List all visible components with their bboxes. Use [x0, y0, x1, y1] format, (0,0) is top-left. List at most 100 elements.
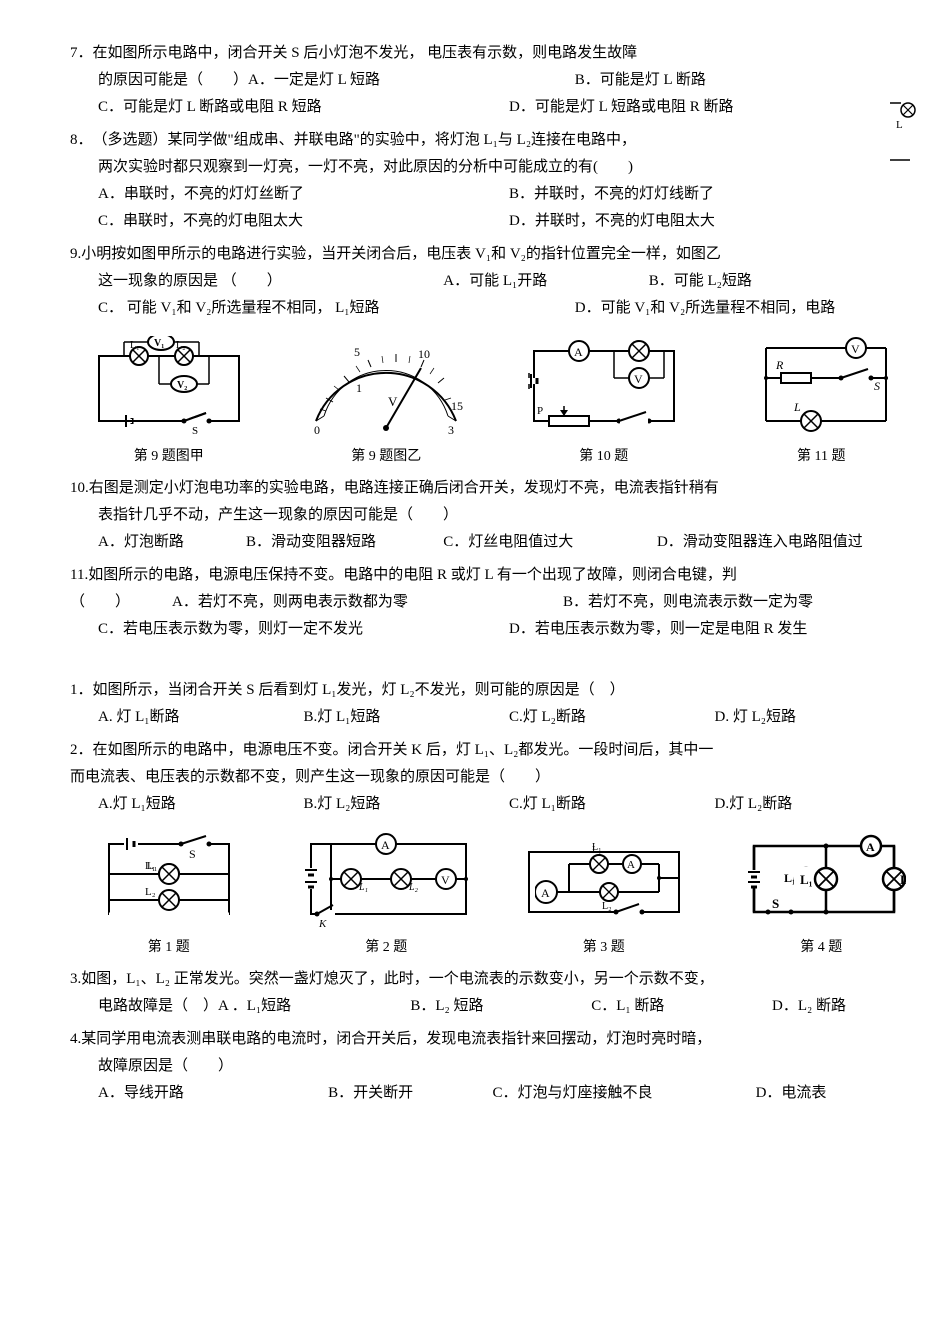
q4b-optD: D．电流表	[756, 1080, 827, 1107]
fig-cap-b4: 第 4 题	[800, 935, 842, 960]
svg-text:V₂: V₂	[177, 380, 187, 391]
svg-text:K: K	[318, 918, 327, 927]
q2b-optC: C.灯 L₁断路	[509, 791, 715, 818]
q8-num: 8．	[70, 127, 93, 154]
figures-row-2: S L₁ L₂	[70, 832, 920, 960]
q7-line2: 的原因可能是（ ）A．一定是灯 L 短路	[98, 67, 575, 94]
circuit-q11-icon: V R S L	[746, 336, 896, 436]
svg-text:S: S	[874, 379, 880, 393]
svg-text:V: V	[851, 342, 860, 356]
q3b-optB: B．L₂ 短路	[410, 993, 591, 1020]
question-10: 10.右图是测定小灯泡电功率的实验电路，电路连接正确后闭合开关，发现灯不亮，电流…	[70, 475, 920, 556]
q7-text: 在如图所示电路中，闭合开关 S 后小灯泡不发光， 电压表有示数，则电路发生故障	[93, 45, 638, 61]
q3b-num: 3.	[70, 966, 81, 993]
question-8: 8．（多选题）某同学做"组成串、并联电路"的实验中，将灯泡 L₁与 L₂连接在电…	[70, 127, 920, 235]
q9-optA: A．可能 L₁开路	[443, 268, 649, 295]
question-2b: 2．在如图所示的电路中，电源电压不变。闭合开关 K 后，灯 L₁、L₂都发光。一…	[70, 737, 920, 818]
circuit-b2-icon: A L₁ L₂	[291, 832, 481, 927]
svg-text:5: 5	[354, 345, 360, 359]
q8-optB: B．并联时，不亮的灯灯线断了	[509, 181, 920, 208]
q9-cont: 这一现象的原因是 （ ）	[98, 268, 443, 295]
svg-text:0: 0	[314, 423, 320, 436]
svg-text:A: A	[866, 840, 875, 854]
figure-b3: A L₁ A	[505, 832, 703, 960]
q9-optD: D．可能 V₁和 V₂所选量程不相同，电路	[575, 295, 835, 322]
q1b-optB: B.灯 L₁短路	[304, 704, 510, 731]
q8-optA: A．串联时，不亮的灯灯丝断了	[98, 181, 509, 208]
q10-cont: 表指针几乎不动，产生这一现象的原因可能是（ ）	[70, 502, 920, 529]
svg-text:L₁: L₁	[358, 882, 368, 893]
q2b-cont: 而电流表、电压表的示数都不变，则产生这一现象的原因可能是（ ）	[70, 764, 920, 791]
circuit-fragment-icon: L	[890, 100, 920, 170]
q7-optC: C．可能是灯 L 断路或电阻 R 短路	[98, 94, 509, 121]
q1b-optA: A. 灯 L₁断路	[98, 704, 304, 731]
q4b-optB: B．开关断开	[328, 1080, 492, 1107]
q10-optC: C．灯丝电阻值过大	[443, 529, 657, 556]
q11-optC: C．若电压表示数为零，则灯一定不发光	[98, 616, 509, 643]
svg-text:L₁: L₁	[800, 872, 813, 887]
q8-optD: D．并联时，不亮的灯电阻太大	[509, 208, 920, 235]
svg-text:L₂: L₂	[900, 872, 906, 887]
svg-text:10: 10	[418, 347, 430, 361]
q7-num: 7．	[70, 40, 93, 67]
circuit-b3-icon: A L₁ A	[514, 832, 694, 927]
q3b-cont: 电路故障是（ ）A ．L₁短路	[98, 993, 410, 1020]
figure-b2: A L₁ L₂	[288, 832, 486, 960]
q10-optA: A．灯泡断路	[98, 529, 246, 556]
q3b-optC: C．L₁ 断路	[591, 993, 772, 1020]
fig-cap-b2: 第 2 题	[365, 935, 407, 960]
figure-b1: S L₁ L₂	[70, 832, 268, 960]
q1b-text: 如图所示，当闭合开关 S 后看到灯 L₁发光，灯 L₂不发光，则可能的原因是（ …	[93, 682, 625, 698]
svg-text:1: 1	[356, 381, 362, 395]
circuit-q10-icon: A V P	[519, 336, 689, 436]
q11-text: 如图所示的电路，电源电压保持不变。电路中的电阻 R 或灯 L 有一个出现了故障，…	[88, 567, 737, 583]
svg-text:L₂: L₂	[408, 882, 419, 893]
fig-cap-11: 第 11 题	[797, 444, 845, 469]
fig-cap-10: 第 10 题	[579, 444, 628, 469]
q11-paren: （ ）	[70, 589, 172, 616]
q4b-optC: C．灯泡与灯座接触不良	[493, 1080, 756, 1107]
circuit-b1-icon: S L₁ L₂	[89, 832, 249, 927]
svg-text:L: L	[793, 400, 801, 414]
svg-text:L₁: L₁	[592, 845, 602, 856]
q3b-optD: D．L₂ 断路	[772, 993, 846, 1020]
q3b-text: 如图，L₁、L₂ 正常发光。突然一盏灯熄灭了，此时，一个电流表的示数变小，另一个…	[81, 971, 714, 987]
svg-text:R: R	[775, 358, 784, 372]
q9-optC: C． 可能 V₁和 V₂所选量程不相同， L₁短路	[98, 295, 575, 322]
fig-cap-9b: 第 9 题图乙	[351, 444, 421, 469]
q4b-cont: 故障原因是（ ）	[70, 1053, 920, 1080]
q9-num: 9.	[70, 241, 81, 268]
q8-cont: 两次实验时都只观察到一灯亮，一灯不亮，对此原因的分析中可能成立的有( )	[70, 154, 920, 181]
svg-text:L₂: L₂	[145, 886, 156, 898]
meter-dial-icon: 5 10 0 1 15 3 V	[296, 336, 476, 436]
figure-q9a: L₁ L₂ V₁ V₂	[70, 336, 268, 469]
q9-text: 小明按如图甲所示的电路进行实验，当开关闭合后，电压表 V₁和 V₂的指针位置完全…	[81, 246, 721, 262]
question-9: 9.小明按如图甲所示的电路进行实验，当开关闭合后，电压表 V₁和 V₂的指针位置…	[70, 241, 920, 322]
question-4b: 4.某同学用电流表测串联电路的电流时，闭合开关后，发现电流表指针来回摆动，灯泡时…	[70, 1026, 920, 1107]
question-1b: 1．如图所示，当闭合开关 S 后看到灯 L₁发光，灯 L₂不发光，则可能的原因是…	[70, 677, 920, 731]
circuit-b4-icon: A L₁	[736, 832, 906, 927]
q10-optB: B．滑动变阻器短路	[246, 529, 443, 556]
svg-text:L₁: L₁	[145, 860, 156, 872]
question-11: 11.如图所示的电路，电源电压保持不变。电路中的电阻 R 或灯 L 有一个出现了…	[70, 562, 920, 643]
svg-text:A: A	[627, 859, 635, 871]
fig-cap-b1: 第 1 题	[148, 935, 190, 960]
q2b-optD: D.灯 L₂断路	[715, 791, 921, 818]
svg-text:L₂: L₂	[602, 901, 612, 912]
q4b-text: 某同学用电流表测串联电路的电流时，闭合开关后，发现电流表指针来回摆动，灯泡时亮时…	[81, 1031, 711, 1047]
q8-text: （多选题）某同学做"组成串、并联电路"的实验中，将灯泡 L₁与 L₂连接在电路中…	[93, 132, 637, 148]
svg-text:P: P	[537, 405, 543, 417]
svg-text:A: A	[381, 838, 390, 852]
q4b-optA: A．导线开路	[98, 1080, 328, 1107]
q11-optD: D．若电压表示数为零，则一定是电阻 R 发生	[509, 616, 807, 643]
q4b-num: 4.	[70, 1026, 81, 1053]
fig-cap-b3: 第 3 题	[583, 935, 625, 960]
q11-optB: B．若灯不亮，则电流表示数一定为零	[563, 589, 813, 616]
svg-text:V: V	[388, 394, 398, 409]
svg-text:A: A	[574, 345, 583, 359]
svg-text:A: A	[541, 886, 550, 900]
figure-q11: V R S L	[723, 336, 921, 469]
question-3b: 3.如图，L₁、L₂ 正常发光。突然一盏灯熄灭了，此时，一个电流表的示数变小，另…	[70, 966, 920, 1020]
figures-row-1: L₁ L₂ V₁ V₂	[70, 336, 920, 469]
svg-text:L: L	[896, 119, 903, 131]
